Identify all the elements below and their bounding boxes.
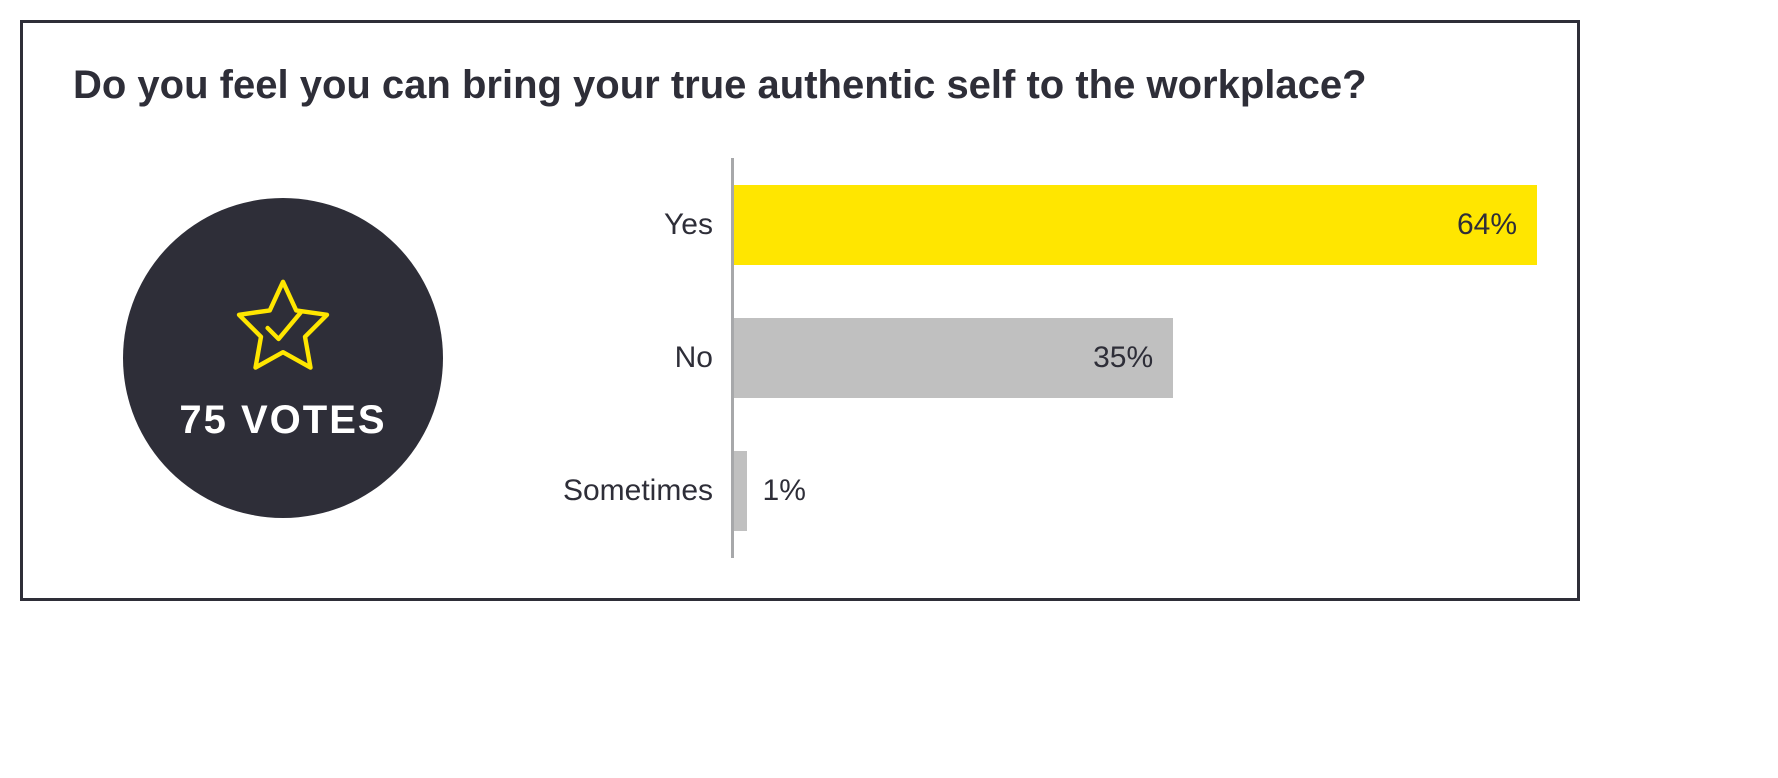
bar-label: Sometimes: [563, 451, 713, 531]
bar-no: 35%: [734, 318, 1173, 398]
bar-value: 35%: [1093, 341, 1153, 375]
bar-label: Yes: [664, 185, 713, 265]
bar-row: 1%: [734, 451, 1537, 531]
bar-row: 64%: [734, 185, 1537, 265]
votes-badge: 75 VOTES: [123, 198, 443, 518]
votes-count-label: 75 VOTES: [179, 398, 386, 443]
chart-bars-area: 64% 35% 1%: [734, 158, 1537, 558]
bar-row: 35%: [734, 318, 1537, 398]
results-bar-chart: Yes No Sometimes 64% 35% 1%: [523, 158, 1537, 558]
bar-sometimes: [734, 451, 747, 531]
bar-label: No: [675, 318, 713, 398]
poll-content: 75 VOTES Yes No Sometimes 64% 35%: [63, 158, 1537, 558]
bar-value: 64%: [1457, 208, 1517, 242]
star-check-icon: [228, 273, 338, 388]
chart-y-labels: Yes No Sometimes: [523, 158, 731, 558]
poll-card: Do you feel you can bring your true auth…: [20, 20, 1580, 601]
bar-value: 1%: [763, 474, 806, 508]
bar-yes: 64%: [734, 185, 1537, 265]
poll-question: Do you feel you can bring your true auth…: [73, 63, 1537, 108]
